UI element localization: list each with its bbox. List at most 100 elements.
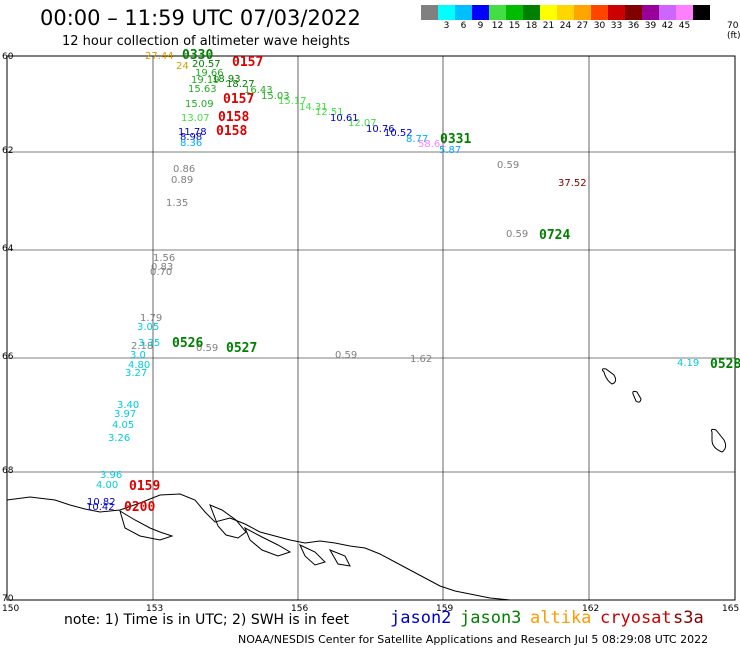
scale-swatch [540, 5, 557, 20]
island [711, 428, 727, 453]
wave-label: 4.80 [128, 360, 151, 371]
wave-label: 15.09 [185, 99, 214, 110]
map-frame [6, 55, 736, 601]
legend-altika: altika [530, 608, 592, 628]
scale-label: 27 [576, 21, 589, 31]
scale-swatch [642, 5, 659, 20]
scale-swatch [693, 5, 710, 20]
scale-label: 42 [661, 21, 674, 31]
lat-tick-label: 70 [2, 594, 14, 604]
wave-label: 14.31 [299, 102, 328, 113]
pass-time-label: 0159 [129, 479, 161, 494]
scale-unit: (ft) [727, 31, 740, 41]
scale-swatch [591, 5, 608, 20]
lon-tick-label: 150 [2, 604, 20, 614]
wave-label: 18.93 [212, 74, 241, 85]
scale-label: 6 [460, 21, 467, 31]
pass-time-label: 0526 [172, 336, 204, 351]
scale-swatch [421, 5, 438, 20]
lon-tick-label: 165 [722, 604, 740, 614]
wave-label: 16.43 [244, 85, 273, 96]
legend-jason2: jason2 [390, 608, 452, 628]
lat-tick-label: 62 [2, 146, 14, 156]
wave-label: 27.44 [145, 51, 174, 62]
wave-label: 15.17 [278, 96, 307, 107]
wave-label: 8.77 [406, 134, 429, 145]
wave-label: 4.05 [112, 420, 135, 431]
scale-swatch [574, 5, 591, 20]
scale-label: 18 [525, 21, 538, 31]
wave-label: 10.42 [86, 502, 115, 513]
legend-s3a: s3a [673, 608, 704, 628]
scale-label: 45 [678, 21, 691, 31]
map-subtitle: 12 hour collection of altimeter wave hei… [62, 34, 350, 49]
graticule [7, 56, 735, 600]
lon-tick-label: 159 [436, 604, 454, 614]
pass-time-label: 0200 [124, 500, 156, 515]
scale-label: 3 [443, 21, 450, 31]
pass-time-label: 0158 [218, 110, 250, 125]
wave-label: 12.07 [348, 118, 377, 129]
wave-label: 8.36 [180, 138, 203, 149]
scale-label: 39 [644, 21, 657, 31]
wave-label: 0.89 [171, 175, 194, 186]
wave-label: 0.83 [151, 262, 174, 273]
wave-label: 3.0 [130, 350, 146, 361]
scale-swatch [438, 5, 455, 20]
scale-swatch [506, 5, 523, 20]
scale-swatch [625, 5, 642, 20]
pass-time-label: 0157 [223, 92, 255, 107]
wave-label: 3.35 [138, 338, 161, 349]
wave-label: 0.59 [506, 229, 529, 240]
wave-label: 0.59 [196, 343, 219, 354]
map-title: 00:00 – 11:59 UTC 07/03/2022 [40, 6, 361, 30]
wave-label: 11.78 [178, 127, 207, 138]
pass-time-label: 0724 [539, 228, 571, 243]
legend-jason3: jason3 [460, 608, 522, 628]
wave-label: 2.18 [131, 341, 154, 352]
wave-label: 20.57 [192, 59, 221, 70]
scale-label: 33 [610, 21, 623, 31]
wave-label: 10.82 [87, 497, 116, 508]
wave-label: 0.59 [335, 350, 358, 361]
wave-label: 13.07 [181, 113, 210, 124]
pass-time-label: 0330 [182, 48, 214, 63]
wave-label: 15.03 [261, 91, 290, 102]
wave-label: 3.40 [117, 400, 140, 411]
wave-label: 0.59 [497, 160, 520, 171]
wave-label: 4.19 [677, 358, 700, 369]
scale-swatch [659, 5, 676, 20]
wave-label: 1.56 [153, 253, 176, 264]
wave-label: 0.86 [173, 164, 196, 175]
wave-label: 3.96 [100, 470, 123, 481]
wave-label: 3.26 [108, 433, 131, 444]
wave-label: 10.61 [330, 113, 359, 124]
wave-label: 58.62 [418, 139, 447, 150]
pass-time-label: 0331 [440, 132, 472, 147]
wave-label: 1.62 [410, 354, 433, 365]
wave-label: 10.76 [366, 124, 395, 135]
wave-label: 4.00 [96, 480, 119, 491]
color-scale-bar [421, 5, 710, 20]
scale-swatch [608, 5, 625, 20]
lon-tick-label: 153 [146, 604, 164, 614]
scale-label: 21 [542, 21, 555, 31]
pass-time-label: 0527 [226, 341, 258, 356]
wave-label: 10.52 [384, 128, 413, 139]
pass-time-label: 0158 [216, 124, 248, 139]
island [632, 390, 642, 403]
scale-swatch [557, 5, 574, 20]
wave-label: 12.51 [315, 107, 344, 118]
scale-label: 12 [491, 21, 504, 31]
lon-tick-label: 156 [291, 604, 309, 614]
scale-swatch [676, 5, 693, 20]
wave-label: 3.27 [125, 368, 148, 379]
credit-line: NOAA/NESDIS Center for Satellite Applica… [238, 633, 709, 646]
wave-label: 15.63 [188, 84, 217, 95]
scale-max-label: 70 [727, 21, 739, 31]
lat-tick-label: 66 [2, 352, 14, 362]
coastline [6, 493, 511, 601]
scale-swatch [455, 5, 472, 20]
wave-label: 1.79 [140, 313, 163, 324]
